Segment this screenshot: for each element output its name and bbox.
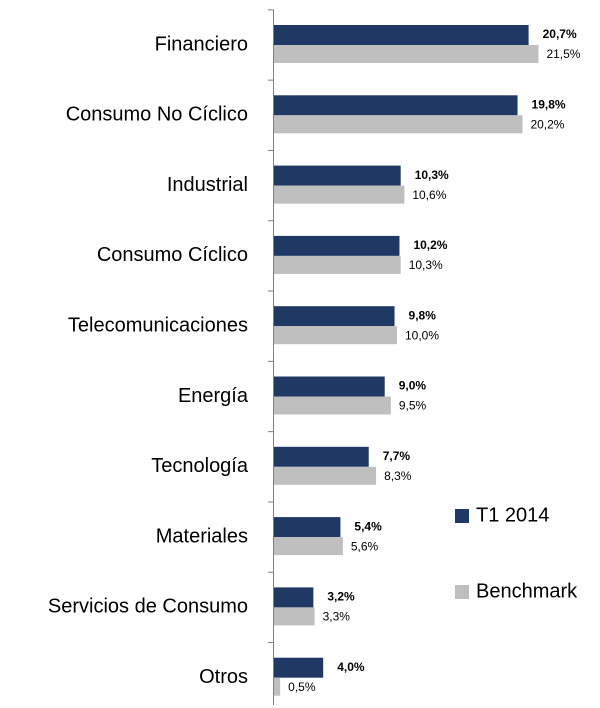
bar — [274, 25, 529, 45]
bar — [274, 326, 397, 345]
value-label: 10,2% — [413, 238, 447, 252]
value-label: 5,6% — [351, 539, 379, 553]
bar — [274, 537, 343, 556]
value-label: 9,5% — [399, 399, 427, 413]
bar — [274, 466, 377, 485]
category-label: Consumo No Cíclico — [66, 104, 248, 126]
value-label: 10,3% — [415, 168, 449, 182]
bar — [274, 45, 539, 63]
value-label: 4,0% — [337, 660, 365, 674]
bar — [274, 255, 401, 274]
value-label: 10,0% — [405, 328, 439, 342]
category-label: Otros — [199, 666, 248, 688]
value-label: 3,3% — [323, 610, 351, 624]
value-label: 19,8% — [532, 97, 566, 111]
value-label: 3,2% — [327, 590, 355, 604]
bar — [274, 306, 395, 327]
bar — [274, 446, 369, 467]
bar — [274, 657, 324, 678]
bar — [274, 115, 523, 134]
bar — [274, 376, 385, 397]
bar — [274, 396, 391, 415]
value-label: 5,4% — [354, 519, 382, 533]
bar — [274, 95, 518, 116]
value-label: 8,3% — [384, 469, 412, 483]
value-label: 0,5% — [288, 680, 316, 694]
legend-label: Benchmark — [476, 580, 578, 602]
category-label: Consumo Cíclico — [97, 244, 248, 266]
value-label: 9,8% — [409, 308, 437, 322]
category-label: Tecnología — [151, 455, 249, 477]
legend-swatch — [455, 585, 469, 599]
legend-label: T1 2014 — [476, 504, 549, 526]
bar — [274, 587, 314, 608]
bar — [274, 235, 400, 256]
value-label: 10,3% — [409, 258, 443, 272]
category-label: Financiero — [155, 33, 248, 55]
bar — [274, 185, 405, 204]
category-label: Materiales — [156, 525, 248, 547]
category-label: Energía — [178, 385, 249, 407]
value-label: 20,7% — [543, 27, 577, 41]
value-label: 21,5% — [546, 47, 580, 61]
category-label: Servicios de Consumo — [48, 596, 248, 618]
value-label: 20,2% — [530, 117, 564, 131]
bar — [274, 165, 401, 186]
value-label: 10,6% — [412, 188, 446, 202]
bar — [274, 677, 281, 696]
bar — [274, 607, 315, 626]
legend-swatch — [455, 509, 469, 523]
value-label: 7,7% — [383, 449, 411, 463]
category-label: Telecomunicaciones — [68, 314, 248, 336]
bar — [274, 517, 341, 538]
value-label: 9,0% — [399, 379, 427, 393]
category-label: Industrial — [167, 174, 248, 196]
